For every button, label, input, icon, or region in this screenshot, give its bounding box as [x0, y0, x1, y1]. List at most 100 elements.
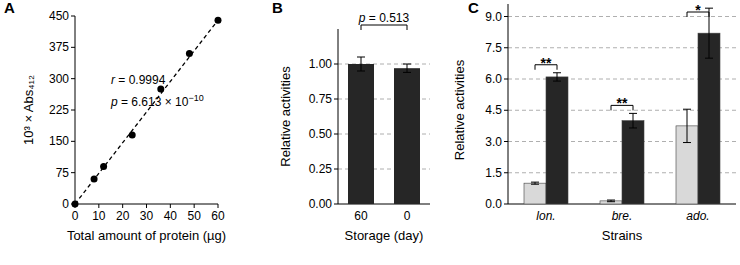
error-bar: [683, 109, 691, 142]
tick-label: 6.0: [485, 72, 502, 86]
error-line: [687, 109, 688, 142]
tick-label: 0.50: [309, 127, 333, 141]
bar: [348, 64, 374, 204]
tick: [334, 64, 338, 65]
annotation: p = 6.613 × 10−10: [110, 93, 204, 109]
bar: [600, 201, 622, 204]
error-cap: [607, 200, 615, 201]
error-bar: [357, 57, 365, 71]
tick-label: 9.0: [485, 10, 502, 24]
tick-label: 225: [49, 103, 69, 117]
tick-label: 30: [140, 209, 154, 223]
panel-label: B: [272, 0, 283, 16]
panel-label: C: [468, 0, 479, 16]
tick: [71, 141, 75, 142]
grid-line: [508, 16, 736, 17]
tick: [71, 78, 75, 79]
error-bar: [403, 64, 411, 72]
axis-title: Total amount of protein (µg): [67, 228, 226, 243]
fit-line: [75, 20, 218, 204]
annotation-superscript: −10: [188, 93, 203, 103]
tick-label: 0.0: [485, 197, 502, 211]
error-cap: [403, 72, 411, 73]
tick: [170, 204, 171, 208]
plot-area: [72, 17, 222, 208]
bar: [524, 183, 546, 204]
significance-label: **: [617, 95, 628, 111]
tick-label: 0.75: [309, 92, 333, 106]
plot-area: [348, 57, 420, 204]
tick: [504, 47, 508, 48]
bar: [394, 68, 420, 204]
tick: [71, 172, 75, 173]
tick-label: 60: [211, 209, 225, 223]
tick: [504, 172, 508, 173]
bar: [622, 121, 644, 204]
tick: [504, 110, 508, 111]
error-line: [633, 113, 634, 128]
plot-area: [524, 8, 720, 204]
tick-label: 20: [116, 209, 130, 223]
error-cap: [531, 182, 539, 183]
error-cap: [607, 201, 615, 202]
point: [129, 132, 136, 139]
tick-label: 150: [49, 134, 69, 148]
significance-label: p = 0.513: [358, 11, 410, 25]
error-bar: [607, 200, 615, 202]
tick-label: 300: [49, 72, 69, 86]
tick: [334, 99, 338, 100]
tick-label: bre.: [612, 209, 633, 223]
tick: [504, 141, 508, 142]
error-line: [557, 73, 558, 81]
panel-label: A: [4, 0, 15, 16]
error-cap: [553, 72, 561, 73]
significance-label: *: [695, 2, 701, 18]
bracket: [361, 25, 407, 30]
axis-title: 10³ × Abs₄₁₂: [21, 75, 36, 145]
significance-text: = 0.513: [365, 11, 409, 25]
tick: [218, 204, 219, 208]
tick-label: 10: [92, 209, 106, 223]
axis-title: Relative activities: [278, 66, 293, 167]
tick-label: ado.: [686, 209, 709, 223]
y-axis: [338, 29, 339, 204]
error-cap: [705, 58, 713, 59]
tick-label: 60: [354, 209, 368, 223]
tick-label: 0: [72, 209, 79, 223]
axis-title: Strains: [602, 228, 643, 243]
tick-label: lon.: [536, 209, 555, 223]
tick-label: 75: [56, 166, 70, 180]
bar: [546, 77, 568, 204]
tick-label: 0.00: [309, 197, 333, 211]
error-line: [407, 64, 408, 72]
tick-label: 0: [62, 197, 69, 211]
tick: [334, 169, 338, 170]
tick: [334, 204, 338, 205]
tick: [122, 204, 123, 208]
tick-label: 1.00: [309, 57, 333, 71]
tick: [504, 79, 508, 80]
tick: [504, 16, 508, 17]
tick: [146, 204, 147, 208]
axis-title: Relative activities: [452, 59, 467, 160]
tick-label: 4.5: [485, 103, 502, 117]
tick-label: 7.5: [485, 41, 502, 55]
tick: [71, 47, 75, 48]
error-line: [361, 57, 362, 71]
tick-label: 1.5: [485, 166, 502, 180]
error-cap: [403, 64, 411, 65]
error-cap: [357, 71, 365, 72]
tick-label: 3.0: [485, 135, 502, 149]
error-cap: [629, 127, 637, 128]
tick: [98, 204, 99, 208]
error-cap: [629, 113, 637, 114]
error-cap: [705, 8, 713, 9]
point: [215, 17, 222, 24]
tick-label: 0.25: [309, 162, 333, 176]
error-bar: [531, 182, 539, 184]
annotation-text: = 6.613 × 10: [118, 95, 189, 109]
tick-label: 0: [404, 209, 411, 223]
figure: A0751502253003754500102030405060Total am…: [0, 0, 740, 265]
error-cap: [531, 184, 539, 185]
significance-label: **: [541, 55, 552, 71]
